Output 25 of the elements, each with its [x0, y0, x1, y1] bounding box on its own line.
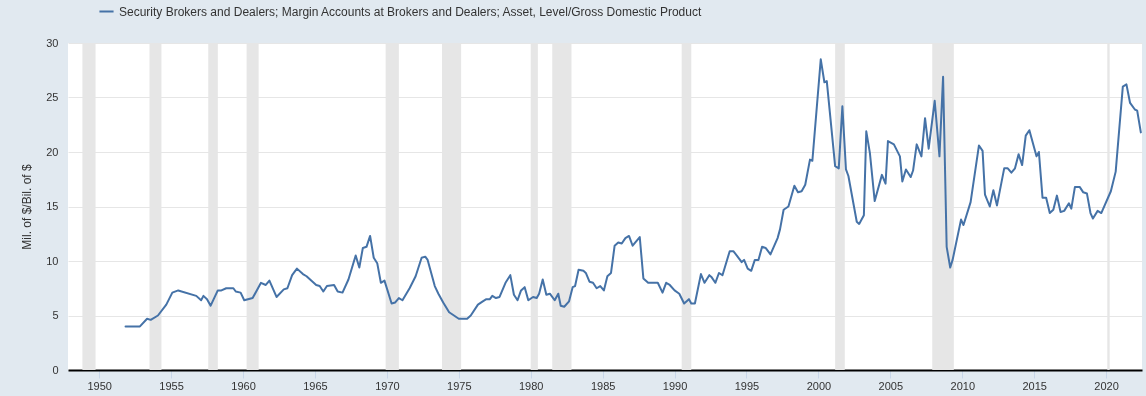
- x-tick-label: 1955: [159, 379, 184, 392]
- x-tick-label: 2010: [950, 379, 975, 392]
- x-tick-label: 1980: [518, 379, 544, 392]
- y-tick-label: 25: [46, 91, 59, 103]
- x-tick-label: 1990: [662, 379, 688, 392]
- y-axis-title: Mil. of $/Bil. of $: [20, 164, 35, 250]
- x-tick-label: 2005: [878, 379, 904, 392]
- y-tick-label: 10: [46, 254, 59, 267]
- y-tick-label: 20: [46, 145, 59, 158]
- x-tick-label: 2020: [1094, 379, 1119, 392]
- line-series: [124, 58, 1142, 328]
- x-tick-label: 2000: [806, 379, 832, 392]
- x-tick-label: 1975: [447, 379, 472, 392]
- x-tick-label: 1960: [231, 379, 256, 392]
- x-tick-label: 1995: [734, 379, 760, 392]
- legend-label: Security Brokers and Dealers; Margin Accounts at Brokers and Dealers; Asset, Level/Gross Domestic Product: [119, 4, 702, 19]
- x-tick-label: 1965: [303, 379, 328, 392]
- x-tick-label: 1985: [590, 379, 616, 392]
- y-tick-label: 0: [52, 363, 59, 376]
- y-tick-label: 15: [46, 200, 59, 212]
- y-tick-label: 30: [46, 36, 59, 49]
- x-tick-label: 1950: [87, 379, 112, 392]
- x-tick-label: 2015: [1022, 379, 1047, 392]
- x-tick-label: 1970: [375, 379, 400, 392]
- y-tick-label: 5: [52, 309, 59, 321]
